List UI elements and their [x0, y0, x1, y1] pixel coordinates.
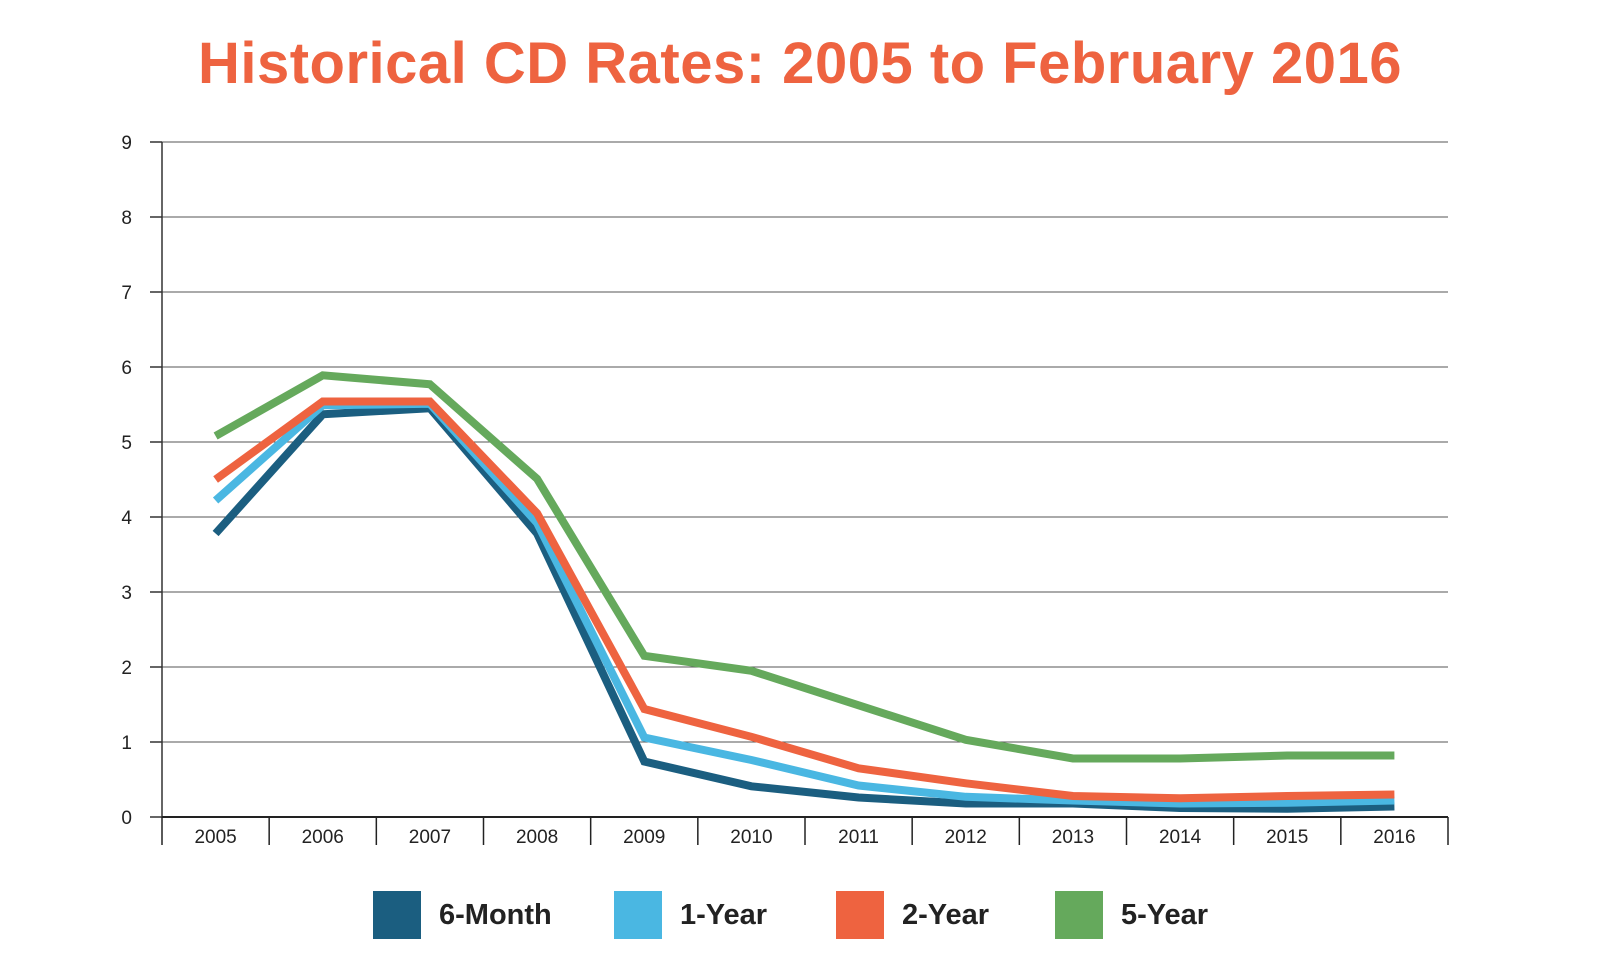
- x-tick-label: 2006: [302, 827, 344, 848]
- legend-swatch: [614, 891, 662, 939]
- legend-item: 5-Year: [1055, 890, 1208, 940]
- chart-legend: 6-Month 1-Year 2-Year 5-Year: [0, 890, 1600, 950]
- x-tick-label: 2007: [409, 827, 451, 848]
- x-tick-label: 2014: [1159, 827, 1202, 848]
- x-tick-label: 2008: [516, 827, 558, 848]
- x-tick-label: 2010: [730, 827, 772, 848]
- legend-item: 2-Year: [836, 890, 989, 940]
- series-line-5-year: [213, 371, 1395, 763]
- legend-swatch: [1055, 891, 1103, 939]
- x-tick-label: 2013: [1052, 827, 1094, 848]
- legend-swatch: [373, 891, 421, 939]
- legend-label: 6-Month: [439, 898, 552, 931]
- y-tick-label: 2: [121, 658, 132, 679]
- x-tick-label: 2015: [1266, 827, 1308, 848]
- legend-item: 1-Year: [614, 890, 767, 940]
- x-tick-label: 2005: [194, 827, 236, 848]
- y-tick-label: 8: [121, 208, 132, 229]
- chart-title: Historical CD Rates: 2005 to February 20…: [197, 31, 1403, 96]
- legend-label: 5-Year: [1121, 898, 1209, 931]
- y-tick-label: 9: [121, 133, 132, 154]
- y-tick-label: 6: [121, 358, 132, 379]
- y-tick-label: 5: [121, 433, 132, 454]
- x-tick-label: 2016: [1373, 827, 1415, 848]
- y-tick-label: 3: [121, 583, 132, 604]
- legend-label: 1-Year: [680, 898, 768, 931]
- series-line-6-month: [212, 404, 1395, 813]
- y-tick-label: 4: [121, 508, 132, 529]
- series-line-1-year: [212, 399, 1395, 808]
- y-tick-label: 0: [121, 808, 132, 829]
- legend-swatch: [836, 891, 884, 939]
- legend-label: 2-Year: [902, 898, 990, 931]
- y-tick-label: 7: [121, 283, 132, 304]
- x-tick-label: 2011: [838, 827, 879, 848]
- x-tick-label: 2009: [623, 827, 665, 848]
- legend-item: 6-Month: [373, 890, 552, 940]
- x-tick-label: 2012: [945, 827, 987, 848]
- y-tick-label: 1: [121, 733, 132, 754]
- series-line-2-year: [213, 397, 1395, 803]
